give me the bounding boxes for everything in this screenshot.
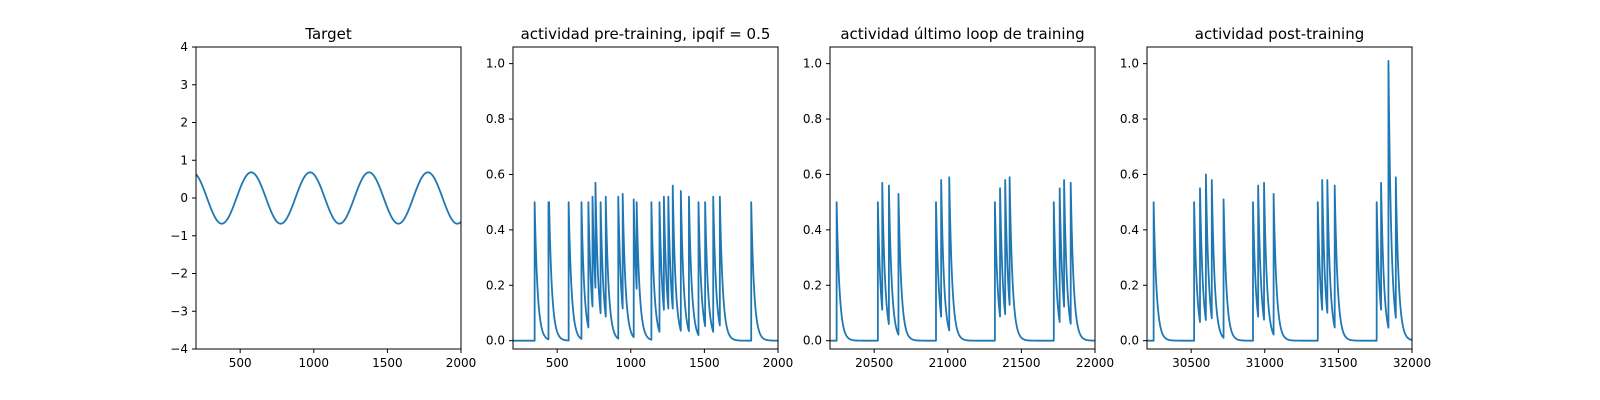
chart-title: actividad último loop de training bbox=[840, 25, 1084, 43]
y-tick-label: −3 bbox=[170, 304, 188, 318]
y-tick-label: 0.4 bbox=[486, 223, 505, 237]
x-tick-label: 32000 bbox=[1393, 356, 1431, 370]
y-tick-label: 4 bbox=[180, 40, 188, 54]
y-tick-label: 0.4 bbox=[803, 223, 822, 237]
x-tick-label: 31000 bbox=[1246, 356, 1284, 370]
series-line-1 bbox=[196, 171, 461, 225]
y-tick-label: 0.2 bbox=[803, 278, 822, 292]
y-tick-label: 0.2 bbox=[1120, 278, 1139, 292]
x-tick-label: 31500 bbox=[1319, 356, 1357, 370]
chart-panel-2: actividad pre-training, ipqif = 0.5 500 10… bbox=[486, 25, 793, 370]
plot-frame bbox=[829, 46, 1096, 350]
series-line-1 bbox=[1147, 59, 1412, 342]
y-tick-label: 0.2 bbox=[486, 278, 505, 292]
series-line-1 bbox=[830, 176, 1095, 342]
x-tick-label: 2000 bbox=[446, 356, 477, 370]
y-tick-label: 0.0 bbox=[486, 334, 505, 348]
chart-panel-3: actividad último loop de training 20500 21… bbox=[803, 25, 1114, 370]
x-tick-label: 1500 bbox=[689, 356, 720, 370]
chart-panel-1: Target 500 1000 1500 2000 −4 −3 −2 −1 0 1 2 3 4 bbox=[170, 25, 476, 370]
x-tick-label: 22000 bbox=[1076, 356, 1114, 370]
y-tick-label: 0.6 bbox=[803, 167, 822, 181]
y-tick-label: 0.0 bbox=[1120, 334, 1139, 348]
y-tick-label: 0.8 bbox=[803, 112, 822, 126]
y-tick-label: 1.0 bbox=[1120, 57, 1139, 71]
y-tick-label: −2 bbox=[170, 267, 188, 281]
x-tick-label: 21500 bbox=[1002, 356, 1040, 370]
y-tick-label: 0.8 bbox=[486, 112, 505, 126]
y-tick-label: 1 bbox=[180, 153, 188, 167]
plot-frame bbox=[1146, 46, 1413, 350]
x-tick-label: 2000 bbox=[763, 356, 794, 370]
x-tick-label: 1500 bbox=[372, 356, 403, 370]
x-tick-label: 30500 bbox=[1172, 356, 1210, 370]
y-tick-label: 1.0 bbox=[803, 57, 822, 71]
x-tick-label: 20500 bbox=[855, 356, 893, 370]
y-tick-label: 3 bbox=[180, 78, 188, 92]
y-tick-label: 0.0 bbox=[803, 334, 822, 348]
x-tick-label: 500 bbox=[546, 356, 569, 370]
y-tick-label: 0.6 bbox=[1120, 167, 1139, 181]
y-tick-label: 0 bbox=[180, 191, 188, 205]
y-tick-label: 1.0 bbox=[486, 57, 505, 71]
series-line-1 bbox=[513, 181, 778, 342]
x-tick-label: 1000 bbox=[299, 356, 330, 370]
chart-title: actividad post-training bbox=[1195, 25, 1364, 43]
y-tick-label: −4 bbox=[170, 342, 188, 356]
chart-title: actividad pre-training, ipqif = 0.5 bbox=[521, 25, 771, 43]
chart-title: Target bbox=[304, 25, 352, 43]
x-tick-label: 500 bbox=[229, 356, 252, 370]
chart-panel-4: actividad post-training 30500 31000 31500 32… bbox=[1120, 25, 1431, 370]
y-tick-label: 0.6 bbox=[486, 167, 505, 181]
x-tick-label: 21000 bbox=[929, 356, 967, 370]
y-tick-label: 0.4 bbox=[1120, 223, 1139, 237]
plot-frame bbox=[512, 46, 779, 350]
y-tick-label: 0.8 bbox=[1120, 112, 1139, 126]
y-tick-label: 2 bbox=[180, 116, 188, 130]
y-tick-label: −1 bbox=[170, 229, 188, 243]
x-tick-label: 1000 bbox=[616, 356, 647, 370]
